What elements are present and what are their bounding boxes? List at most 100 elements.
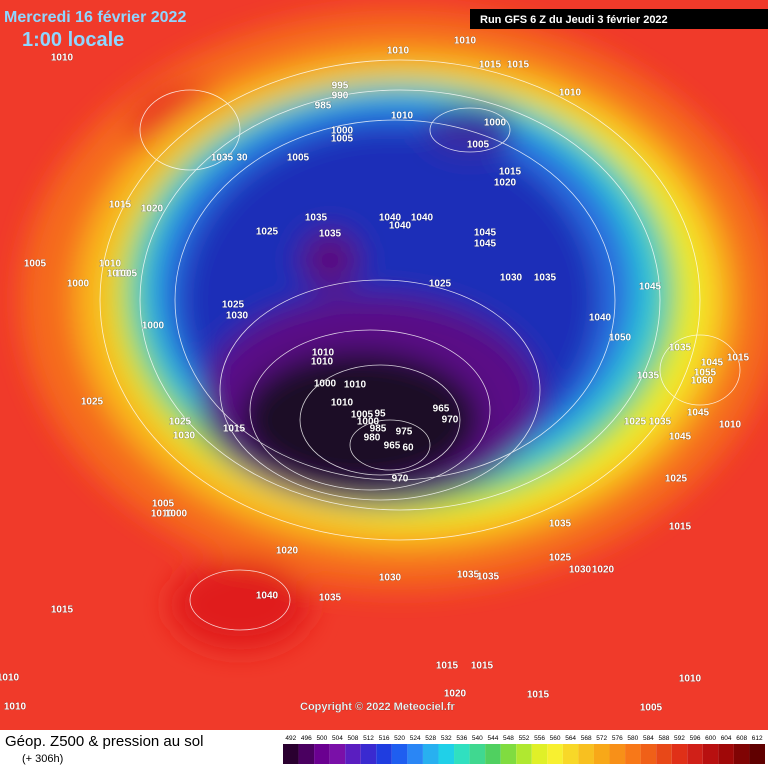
isobar-label: 1000 bbox=[314, 379, 337, 390]
legend-swatch bbox=[469, 744, 486, 764]
isobar-label: 1055 bbox=[694, 368, 717, 379]
isobar-label: 1025 bbox=[549, 553, 572, 564]
isobar-label: 1045 bbox=[669, 432, 692, 443]
legend-swatch bbox=[360, 744, 377, 764]
time: 1:00 locale bbox=[22, 29, 124, 51]
contours bbox=[99, 59, 741, 631]
isobar-label: 1035 bbox=[534, 273, 557, 284]
legend-swatch bbox=[391, 744, 408, 764]
isobar-label: 1035 bbox=[637, 371, 660, 382]
isobar-label: 970 bbox=[392, 474, 409, 485]
isobar-label: 1005 bbox=[331, 134, 354, 145]
legend-label: 560 bbox=[550, 735, 561, 742]
isobar-label: 1000 bbox=[165, 509, 188, 520]
isobar-label: 1000 bbox=[67, 279, 90, 290]
legend-swatch bbox=[345, 744, 361, 764]
isobar-label: 1025 bbox=[665, 474, 688, 485]
isobar-label: 1010 bbox=[0, 673, 20, 684]
legend-swatch bbox=[671, 744, 688, 764]
isobar-label: 1015 bbox=[223, 424, 246, 435]
legend-swatch bbox=[531, 744, 548, 764]
date: Mercredi 16 février 2022 bbox=[4, 9, 186, 26]
isobar-label: 1010 bbox=[344, 380, 367, 391]
isobar-label: 30 bbox=[236, 153, 248, 164]
isobar-label: 1010 bbox=[311, 357, 334, 368]
legend-label: 540 bbox=[472, 735, 483, 742]
legend-swatch bbox=[578, 744, 594, 764]
legend-swatch bbox=[516, 744, 532, 764]
legend-label: 584 bbox=[643, 735, 654, 742]
isobar-label: 1010 bbox=[99, 259, 122, 270]
legend-label: 552 bbox=[519, 735, 530, 742]
isobar-label: 965 bbox=[433, 404, 450, 415]
isobar-label: 1020 bbox=[592, 565, 615, 576]
isobar-label: 1015 bbox=[479, 60, 502, 71]
legend-label: 592 bbox=[674, 735, 685, 742]
isobar-label: 1035 bbox=[549, 519, 572, 530]
isobar-label: 1045 bbox=[701, 358, 724, 369]
isobar-label: 965 bbox=[384, 441, 401, 452]
legend-swatch bbox=[718, 744, 734, 764]
legend-label: 544 bbox=[487, 735, 498, 742]
legend-swatch bbox=[485, 744, 501, 764]
legend-label: 520 bbox=[394, 735, 405, 742]
isobar-label: 985 bbox=[315, 101, 332, 112]
legend-label: 580 bbox=[627, 735, 638, 742]
legend-swatch bbox=[329, 744, 346, 764]
isobar-label: 1015 bbox=[109, 200, 132, 211]
isobar-label: 1010 bbox=[331, 398, 354, 409]
isobar-label: 990 bbox=[332, 91, 349, 102]
legend-swatch bbox=[298, 744, 315, 764]
legend-label: 568 bbox=[581, 735, 592, 742]
legend-label: 596 bbox=[690, 735, 701, 742]
isobar-label: 1005 bbox=[115, 269, 138, 280]
isobar-label: 1005 bbox=[640, 703, 663, 714]
isobar-label: 1000 bbox=[357, 417, 380, 428]
isobar-label: 1025 bbox=[169, 417, 192, 428]
isobar-label: 1010 bbox=[391, 111, 414, 122]
isobar-label: 1005 bbox=[467, 140, 490, 151]
legend-swatch bbox=[500, 744, 517, 764]
isobar-label: 1030 bbox=[569, 565, 592, 576]
isobar-label: 1015 bbox=[51, 605, 74, 616]
legend-swatch bbox=[314, 744, 330, 764]
isobar-label: 1015 bbox=[471, 661, 494, 672]
isobar-label: 1045 bbox=[639, 282, 662, 293]
footer-lead: (+ 306h) bbox=[22, 753, 63, 765]
legend-swatch bbox=[687, 744, 703, 764]
legend-label: 508 bbox=[348, 735, 359, 742]
isobar-label: 1000 bbox=[142, 321, 165, 332]
legend-swatch bbox=[422, 744, 439, 764]
isobar-label: 1010 bbox=[719, 420, 742, 431]
isobar-label: 995 bbox=[332, 81, 349, 92]
isobar-label: 1005 bbox=[24, 259, 47, 270]
isobar-label: 1005 bbox=[152, 499, 175, 510]
isobar-label: 1040 bbox=[589, 313, 612, 324]
isobar-label: 1010 bbox=[679, 674, 702, 685]
legend-swatch bbox=[625, 744, 641, 764]
copyright: Copyright © 2022 Meteociel.fr bbox=[300, 701, 456, 713]
legend-label: 532 bbox=[441, 735, 452, 742]
isobar-label: 1025 bbox=[429, 279, 452, 290]
isobar-label: 1010 bbox=[151, 509, 174, 520]
legend-swatch bbox=[283, 744, 299, 764]
legend-swatch bbox=[609, 744, 626, 764]
isobar-label: 1035 bbox=[319, 229, 342, 240]
legend-swatch bbox=[376, 744, 392, 764]
legend-label: 496 bbox=[301, 735, 312, 742]
isobar-label: 1050 bbox=[609, 333, 632, 344]
run-box bbox=[470, 9, 768, 29]
legend-swatch bbox=[749, 744, 765, 764]
isobar-label: 1015 bbox=[436, 661, 459, 672]
isobar-label: 975 bbox=[396, 427, 413, 438]
height-field bbox=[20, 10, 768, 650]
isobar-label: 1025 bbox=[222, 300, 245, 311]
legend-label: 576 bbox=[612, 735, 623, 742]
isobar-label: 1035 bbox=[477, 572, 500, 583]
isobar-label: 1035 bbox=[457, 570, 480, 581]
legend-label: 604 bbox=[721, 735, 732, 742]
isobar-label: 1015 bbox=[727, 353, 750, 364]
